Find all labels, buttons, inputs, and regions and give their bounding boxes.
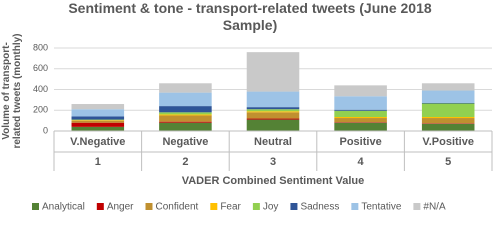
x-tick-label: V.Negative [70,136,125,148]
bar-segment [159,114,212,116]
bar-segment [421,116,475,119]
bar-segment [159,121,212,123]
bar-segment [246,112,300,119]
x-tick-code: 2 [182,156,188,168]
bar-segment [71,120,125,121]
x-tick-code: 3 [270,156,276,168]
legend-label: Tentative [361,202,401,213]
bar-segment [334,122,387,131]
bar-segment [159,122,212,131]
x-tick-code: 1 [95,156,101,168]
legend-swatch [290,203,298,210]
x-tick-label: V.Positive [422,136,474,148]
bar-segment [421,102,475,104]
x-axis-label: VADER Combined Sentiment Value [182,175,365,187]
bar-segment [71,120,125,123]
bar-segment [246,109,300,112]
legend-label: Fear [220,202,241,213]
bar-segment [71,104,125,110]
legend-label: Joy [263,202,279,213]
bar-segment [159,112,212,115]
legend-label: Analytical [42,202,85,213]
legend-swatch [96,203,104,210]
bar-segment [246,119,300,131]
legend-swatch [252,203,260,210]
bar-segment [421,123,475,131]
chart: Sentiment & tone - transport-related twe… [1,0,493,213]
bar-segment [334,85,387,97]
y-tick-label: 600 [33,63,48,73]
legend-label: Confident [156,202,199,213]
bar-segment [246,118,300,120]
bar-segment [246,52,300,92]
bar-segment [246,111,300,113]
bar-segment [334,109,387,111]
bar-segment [421,123,475,124]
y-tick-label: 800 [33,42,48,52]
legend-swatch [413,203,421,210]
bar-segment [246,107,300,110]
bar-segment [71,109,125,117]
bar-segment [334,96,387,110]
legend-swatch [351,203,359,210]
bar-segment [246,91,300,108]
bar-segment [421,90,475,103]
bar-segment [71,119,125,121]
legend-label: #N/A [423,202,446,213]
legend-swatch [210,203,218,210]
legend-label: Sadness [300,202,339,213]
legend-swatch [32,203,39,210]
bar-segment [421,118,475,124]
y-tick-label: 400 [33,84,48,94]
x-tick-code: 5 [445,156,451,168]
legend-swatch [145,203,153,210]
bar-segment [71,116,125,120]
chart-title: Sentiment & tone - transport-related twe… [68,0,432,33]
bar-segment [71,122,125,127]
bar-segment [334,122,387,123]
bar-segment [421,103,475,117]
bar-segment [159,106,212,113]
bar-segment [421,83,475,91]
legend-label: Anger [107,202,134,213]
bar-segment [159,115,212,122]
x-tick-label: Negative [162,136,208,148]
x-tick-label: Positive [340,136,382,148]
x-tick-code: 4 [358,156,365,168]
bar-segment [334,118,387,123]
bar-segment [159,92,212,107]
y-tick-label: 200 [33,105,48,115]
bar-segment [159,83,212,93]
bar-segment [71,126,125,131]
y-tick-label: 0 [43,125,48,135]
x-tick-label: Neutral [254,136,292,148]
bar-segment [334,110,387,117]
bar-segment [334,116,387,119]
plot: 0 200 400 600 800 V.Negative 1 Negative 2 Neutral… [32,42,493,213]
